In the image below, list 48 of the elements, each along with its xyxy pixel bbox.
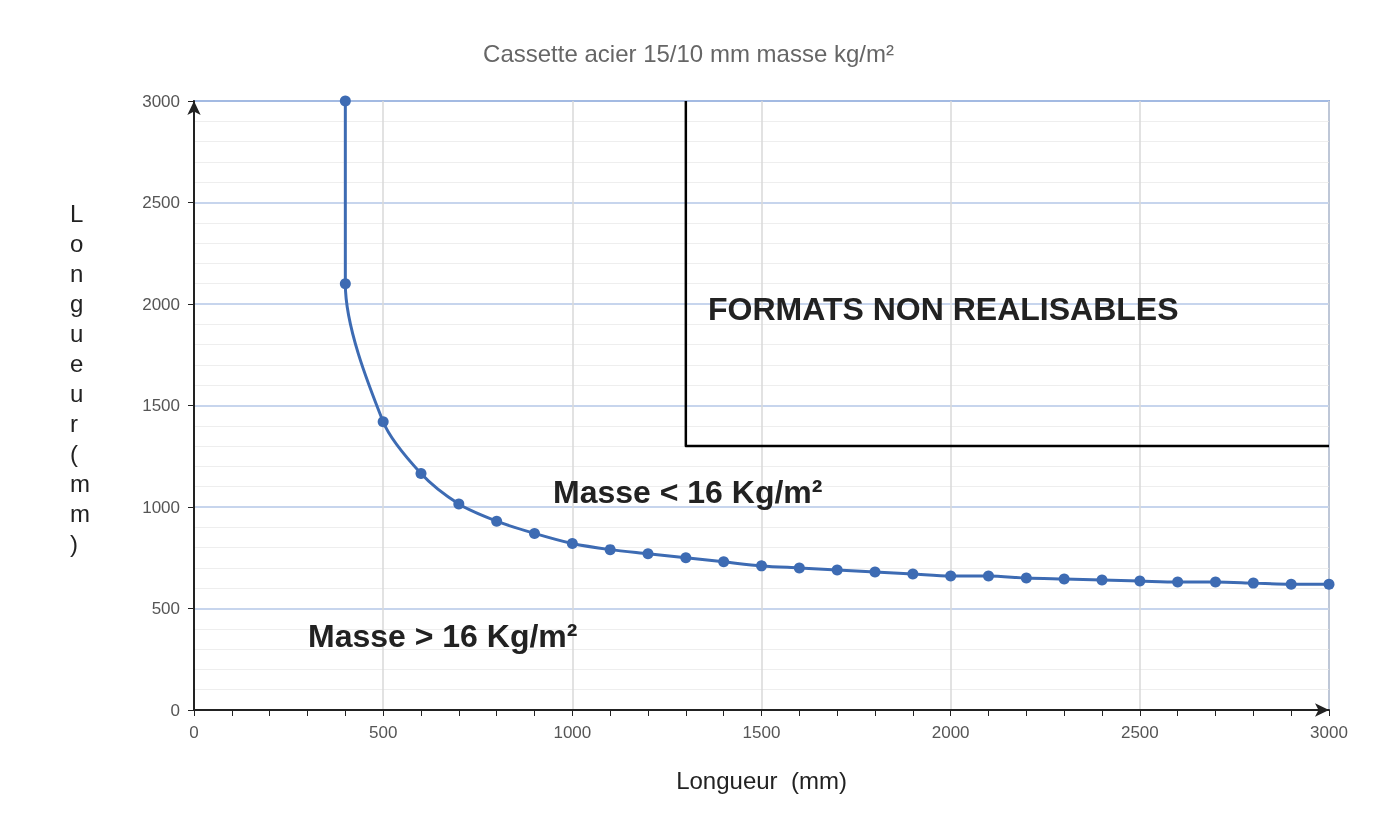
point <box>945 570 957 582</box>
x-tick-label: 1500 <box>742 723 781 742</box>
y-tick-label: 500 <box>151 599 180 618</box>
point <box>566 538 578 550</box>
point <box>680 552 692 564</box>
point <box>793 562 805 574</box>
x-tick-label: 1000 <box>553 723 592 742</box>
y-tick-label: 1500 <box>142 396 180 415</box>
y-tick-label: 2000 <box>142 294 180 314</box>
annotation: FORMATS NON REALISABLES <box>708 291 1179 327</box>
chart-title: Cassette acier 15/10 mm masse kg/m² <box>483 39 894 67</box>
point <box>415 468 427 479</box>
point <box>1247 577 1259 589</box>
point <box>1323 578 1335 590</box>
annotation: Masse > 16 Kg/m² <box>308 618 578 654</box>
point <box>869 566 881 578</box>
x-tick-label: 0 <box>189 723 199 742</box>
point <box>491 515 503 527</box>
point <box>1285 578 1297 590</box>
y-tick-label: 3000 <box>142 91 180 111</box>
point <box>1020 572 1032 584</box>
point <box>1210 576 1221 588</box>
point <box>642 548 654 560</box>
x-axis-title: Longueur (mm) <box>676 766 847 794</box>
point <box>339 278 351 290</box>
x-tick-label: 500 <box>368 723 398 742</box>
point <box>756 560 767 572</box>
point <box>604 544 616 556</box>
point <box>907 568 919 580</box>
point <box>453 498 465 510</box>
point <box>377 416 389 428</box>
point <box>1096 574 1108 586</box>
point <box>718 556 730 568</box>
x-tick-label: 2500 <box>1120 723 1159 742</box>
y-tick-label: 2500 <box>142 193 180 212</box>
point <box>831 564 843 576</box>
x-tick-label: 2000 <box>931 723 970 742</box>
point <box>529 527 540 539</box>
y-tick-label: 1000 <box>142 497 180 517</box>
y-tick-label: 0 <box>170 700 180 720</box>
point <box>1134 575 1146 587</box>
point <box>983 570 994 582</box>
text: Longueur (mm) <box>70 199 90 557</box>
annotation: Masse < 16 Kg/m² <box>553 474 823 510</box>
point <box>1058 573 1070 585</box>
x-tick-label: 3000 <box>1310 723 1348 742</box>
point <box>339 95 351 107</box>
point <box>1172 576 1184 588</box>
